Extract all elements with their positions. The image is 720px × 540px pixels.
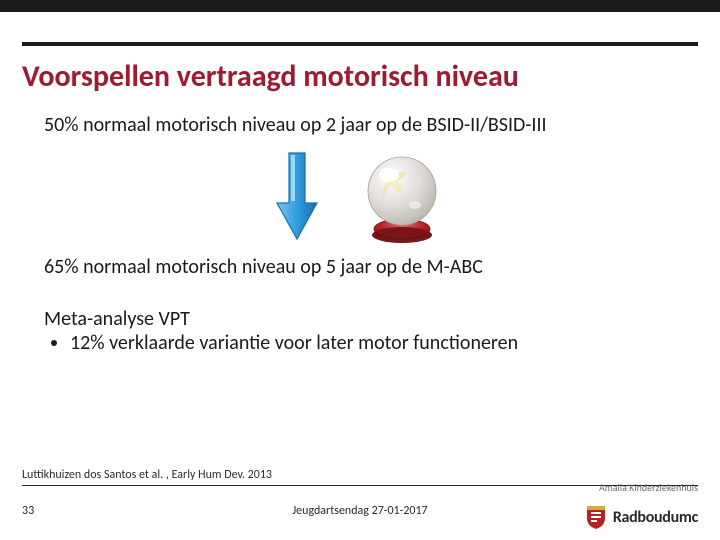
top-bar (0, 0, 720, 12)
statement-line-2: 65% normaal motorisch niveau op 5 jaar o… (44, 255, 676, 279)
hospital-name: Amalia Kinderziekenhuis (599, 481, 698, 494)
citation-underline (22, 485, 698, 486)
logo-text: Radboudumc (613, 508, 698, 527)
radboudumc-logo: Radboudumc (585, 504, 698, 530)
citation-text: Luttikhuizen dos Santos et al. , Early H… (22, 468, 272, 482)
meta-bullet: 12% verklaarde variantie voor later moto… (70, 331, 676, 355)
graphics-row (0, 147, 720, 247)
down-arrow-icon (273, 149, 321, 245)
header-divider (22, 42, 698, 46)
crystal-ball-icon (357, 149, 447, 245)
meta-analysis-block: Meta-analyse VPT 12% verklaarde varianti… (44, 307, 676, 355)
meta-list: 12% verklaarde variantie voor later moto… (70, 331, 676, 355)
statement-line-1: 50% normaal motorisch niveau op 2 jaar o… (44, 113, 676, 137)
citation-block: Luttikhuizen dos Santos et al. , Early H… (22, 468, 698, 486)
slide-title: Voorspellen vertraagd motorisch niveau (22, 60, 698, 95)
meta-title: Meta-analyse VPT (44, 307, 676, 331)
shield-icon (585, 504, 607, 530)
